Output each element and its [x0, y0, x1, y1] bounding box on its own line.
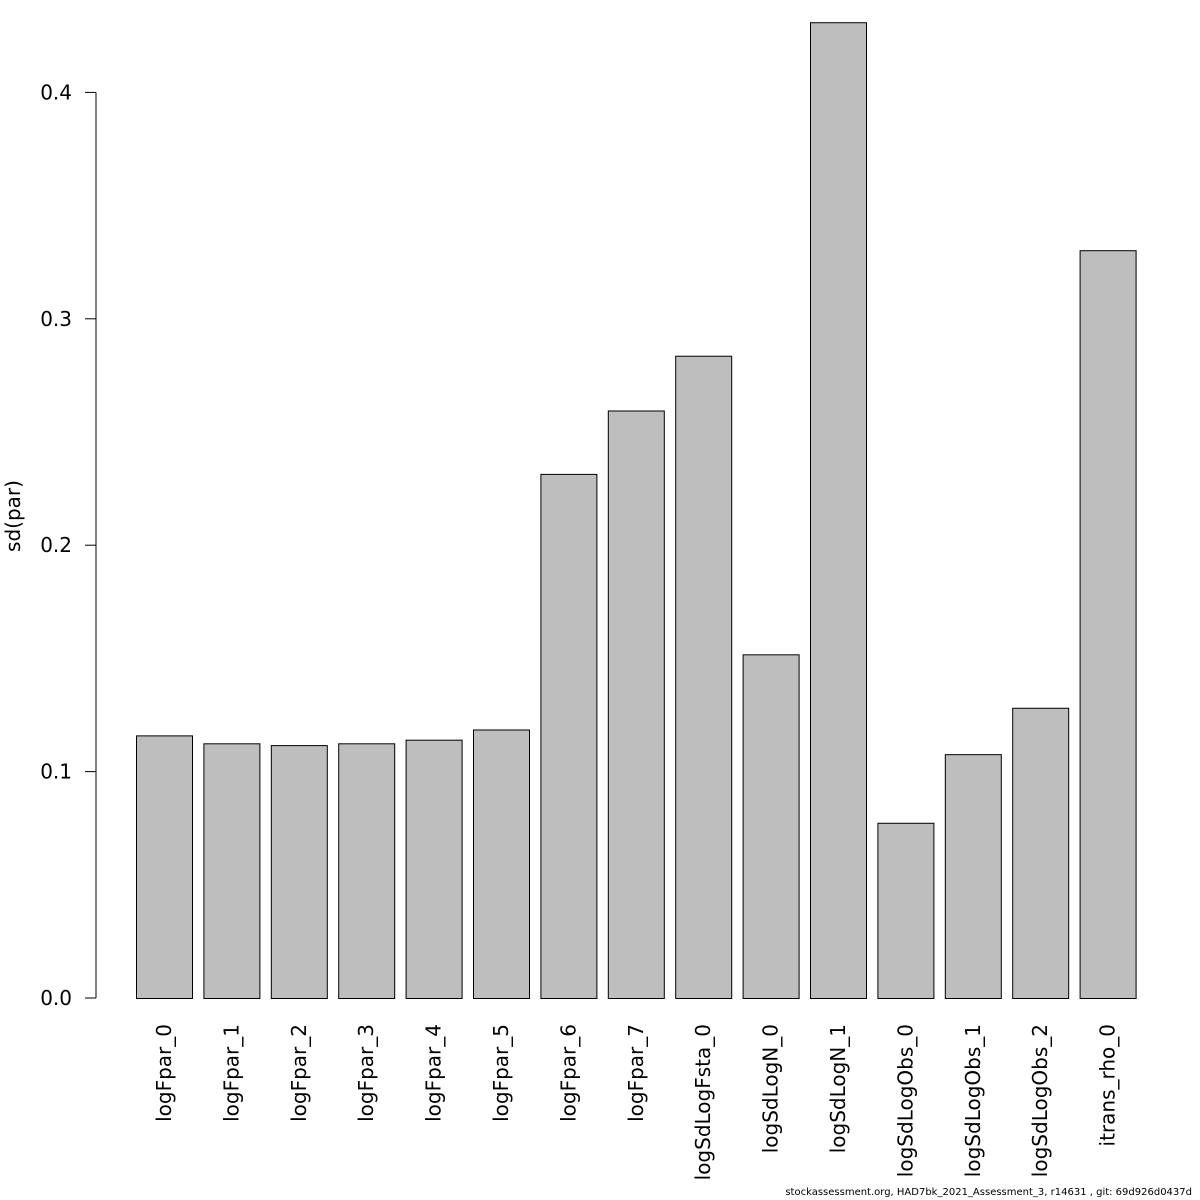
- bar-logFpar_6: [540, 473, 598, 1000]
- y-tick-label: 0.1: [40, 760, 72, 784]
- category-label: logFpar_3: [354, 1024, 378, 1122]
- category-labels: logFpar_0 logFpar_1 logFpar_2 logFpar_3 logF…: [152, 1024, 1120, 1180]
- bars: [136, 22, 1137, 1000]
- category-label: logFpar_4: [422, 1024, 446, 1122]
- bar-logFpar_5: [473, 729, 530, 1000]
- category-label: logSdLogN_0: [759, 1024, 783, 1153]
- category-label: logFpar_7: [624, 1024, 648, 1122]
- y-axis: 0.0 0.1 0.2 0.3 0.4: [40, 80, 97, 1010]
- category-label: logFpar_6: [556, 1024, 580, 1122]
- footer-credit: stockassessment.org, HAD7bk_2021_Assessm…: [785, 1187, 1192, 1198]
- y-tick-label: 0.4: [40, 80, 72, 104]
- category-label: logFpar_0: [152, 1024, 176, 1122]
- y-tick-label: 0.2: [40, 533, 72, 557]
- bar-logSdLogFsta_0: [675, 355, 733, 999]
- bar-logFpar_0: [136, 735, 193, 999]
- bar-logFpar_1: [203, 743, 261, 999]
- bar-logFpar_4: [405, 739, 463, 999]
- bar-logSdLogN_1: [810, 22, 867, 999]
- category-label: logSdLogN_1: [826, 1024, 850, 1153]
- bar-logFpar_3: [338, 743, 396, 999]
- category-label: logSdLogFsta_0: [691, 1024, 715, 1180]
- y-axis-label: sd(par): [1, 480, 25, 552]
- category-label: logFpar_2: [287, 1024, 311, 1122]
- category-label: logSdLogObs_0: [893, 1024, 917, 1177]
- bar-logSdLogN_0: [742, 654, 800, 1000]
- bar-logSdLogObs_1: [944, 754, 1002, 999]
- category-label: logSdLogObs_1: [961, 1024, 985, 1177]
- bar-logFpar_7: [607, 410, 665, 999]
- category-label: logSdLogObs_2: [1028, 1024, 1052, 1177]
- category-label: logFpar_5: [489, 1024, 513, 1122]
- bar-logSdLogObs_2: [1012, 707, 1070, 999]
- bar-itrans_rho_0: [1079, 250, 1137, 999]
- bar-logFpar_2: [270, 745, 328, 999]
- bar-logSdLogObs_0: [877, 822, 935, 1000]
- y-tick-label: 0.3: [40, 307, 72, 331]
- category-label: logFpar_1: [219, 1024, 243, 1122]
- y-tick-label: 0.0: [40, 986, 72, 1010]
- category-label: itrans_rho_0: [1096, 1024, 1120, 1146]
